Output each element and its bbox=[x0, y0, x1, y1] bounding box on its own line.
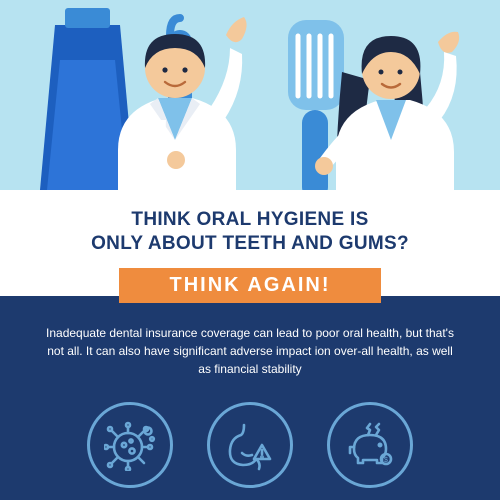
infographic-page: THINK ORAL HYGIENE IS ONLY ABOUT TEETH A… bbox=[0, 0, 500, 500]
hero-illustration bbox=[0, 0, 500, 190]
dentists-illustration bbox=[0, 0, 500, 190]
headline: THINK ORAL HYGIENE IS ONLY ABOUT TEETH A… bbox=[20, 208, 480, 256]
headline-line-1: THINK ORAL HYGIENE IS bbox=[131, 209, 368, 230]
broken-piggy-bank-icon: $ bbox=[327, 402, 413, 488]
callout-bar: THINK AGAIN! bbox=[119, 268, 380, 303]
body-text: Inadequate dental insurance coverage can… bbox=[40, 324, 460, 378]
headline-band: THINK ORAL HYGIENE IS ONLY ABOUT TEETH A… bbox=[0, 190, 500, 256]
virus-cell-icon bbox=[87, 402, 173, 488]
icon-row: $ bbox=[40, 378, 460, 488]
callout-wrap: THINK AGAIN! bbox=[0, 256, 500, 296]
body-section: Inadequate dental insurance coverage can… bbox=[0, 296, 500, 500]
stomach-warning-icon bbox=[207, 402, 293, 488]
headline-line-2: ONLY ABOUT TEETH AND GUMS? bbox=[91, 233, 409, 254]
svg-text:$: $ bbox=[384, 457, 388, 464]
